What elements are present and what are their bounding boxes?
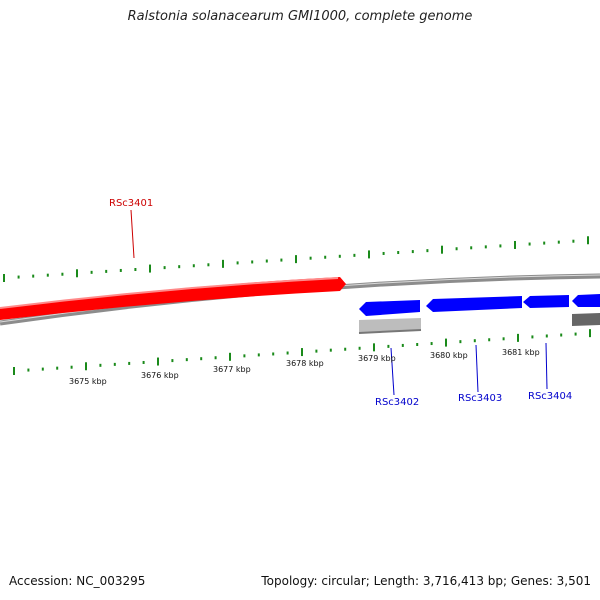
gene-rsc3404-arrow[interactable] (523, 295, 569, 308)
gene-partial-arrow[interactable] (572, 294, 600, 307)
scale-label: 3676 kbp (141, 371, 179, 380)
gene-label-rsc3404[interactable]: RSc3404 (528, 391, 572, 402)
grey-feature-track (359, 318, 421, 333)
scale-label: 3678 kbp (286, 359, 324, 368)
rsc3404-leader-line (545, 342, 548, 390)
rsc3401-leader-line (130, 209, 135, 259)
scale-label: 3679 kbp (358, 354, 396, 363)
gene-label-rsc3401[interactable]: RSc3401 (109, 198, 153, 209)
gene-rsc3401-highlight (0, 277, 339, 309)
rsc3403-leader-line (475, 344, 479, 393)
gene-rsc3401-arrow[interactable] (0, 277, 346, 320)
scale-label: 3677 kbp (213, 365, 251, 374)
scale-label: 3680 kbp (430, 351, 468, 360)
accession-text: Accession: NC_003295 (9, 574, 146, 588)
page-title: Ralstonia solanacearum GMI1000, complete… (127, 9, 473, 24)
genome-summary-text: Topology: circular; Length: 3,716,413 bp… (261, 574, 591, 588)
grey-feature-track-edge (358, 329, 422, 334)
lower-tick-track (13, 329, 591, 375)
dark-feature-track (572, 313, 600, 326)
gene-rsc3403-arrow[interactable] (426, 296, 522, 312)
gene-rsc3402-arrow[interactable] (359, 300, 420, 316)
gene-label-rsc3402[interactable]: RSc3402 (375, 397, 419, 408)
upper-tick-track (3, 236, 589, 282)
scale-label: 3675 kbp (69, 377, 107, 386)
rsc3402-leader-line (390, 347, 395, 396)
gene-label-rsc3403[interactable]: RSc3403 (458, 393, 502, 404)
scale-label: 3681 kbp (502, 348, 540, 357)
